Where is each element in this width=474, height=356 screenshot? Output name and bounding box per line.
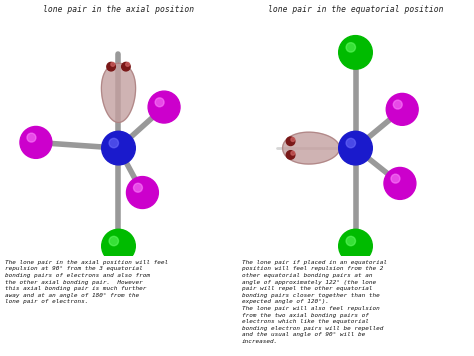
Circle shape [346, 138, 356, 148]
Text: lone pair in the axial position: lone pair in the axial position [43, 5, 194, 14]
Circle shape [291, 138, 295, 141]
Circle shape [126, 62, 129, 66]
Circle shape [155, 98, 164, 107]
Circle shape [107, 62, 115, 71]
Circle shape [102, 131, 135, 165]
Circle shape [391, 174, 400, 183]
Circle shape [102, 229, 135, 263]
Polygon shape [283, 132, 339, 164]
Circle shape [286, 137, 295, 146]
Polygon shape [101, 63, 136, 122]
Circle shape [148, 91, 180, 123]
Circle shape [134, 183, 142, 192]
Circle shape [286, 151, 295, 159]
Circle shape [346, 236, 356, 246]
Text: The lone pair if placed in an equatorial
position will feel repulsion from the 2: The lone pair if placed in an equatorial… [242, 260, 387, 344]
Circle shape [291, 151, 295, 155]
Circle shape [27, 133, 36, 142]
Circle shape [109, 138, 118, 148]
Circle shape [339, 131, 372, 165]
Circle shape [386, 93, 418, 125]
Circle shape [393, 100, 402, 109]
Circle shape [127, 177, 158, 209]
Text: lone pair in the equatorial position: lone pair in the equatorial position [268, 5, 443, 14]
Text: The lone pair in the axial position will feel
repulsion at 90° from the 3 equato: The lone pair in the axial position will… [5, 260, 168, 304]
Circle shape [122, 62, 130, 71]
Circle shape [339, 36, 372, 69]
Circle shape [346, 43, 356, 52]
Circle shape [111, 62, 115, 66]
Circle shape [109, 236, 118, 246]
Circle shape [339, 229, 372, 263]
Circle shape [20, 126, 52, 158]
Circle shape [384, 167, 416, 199]
